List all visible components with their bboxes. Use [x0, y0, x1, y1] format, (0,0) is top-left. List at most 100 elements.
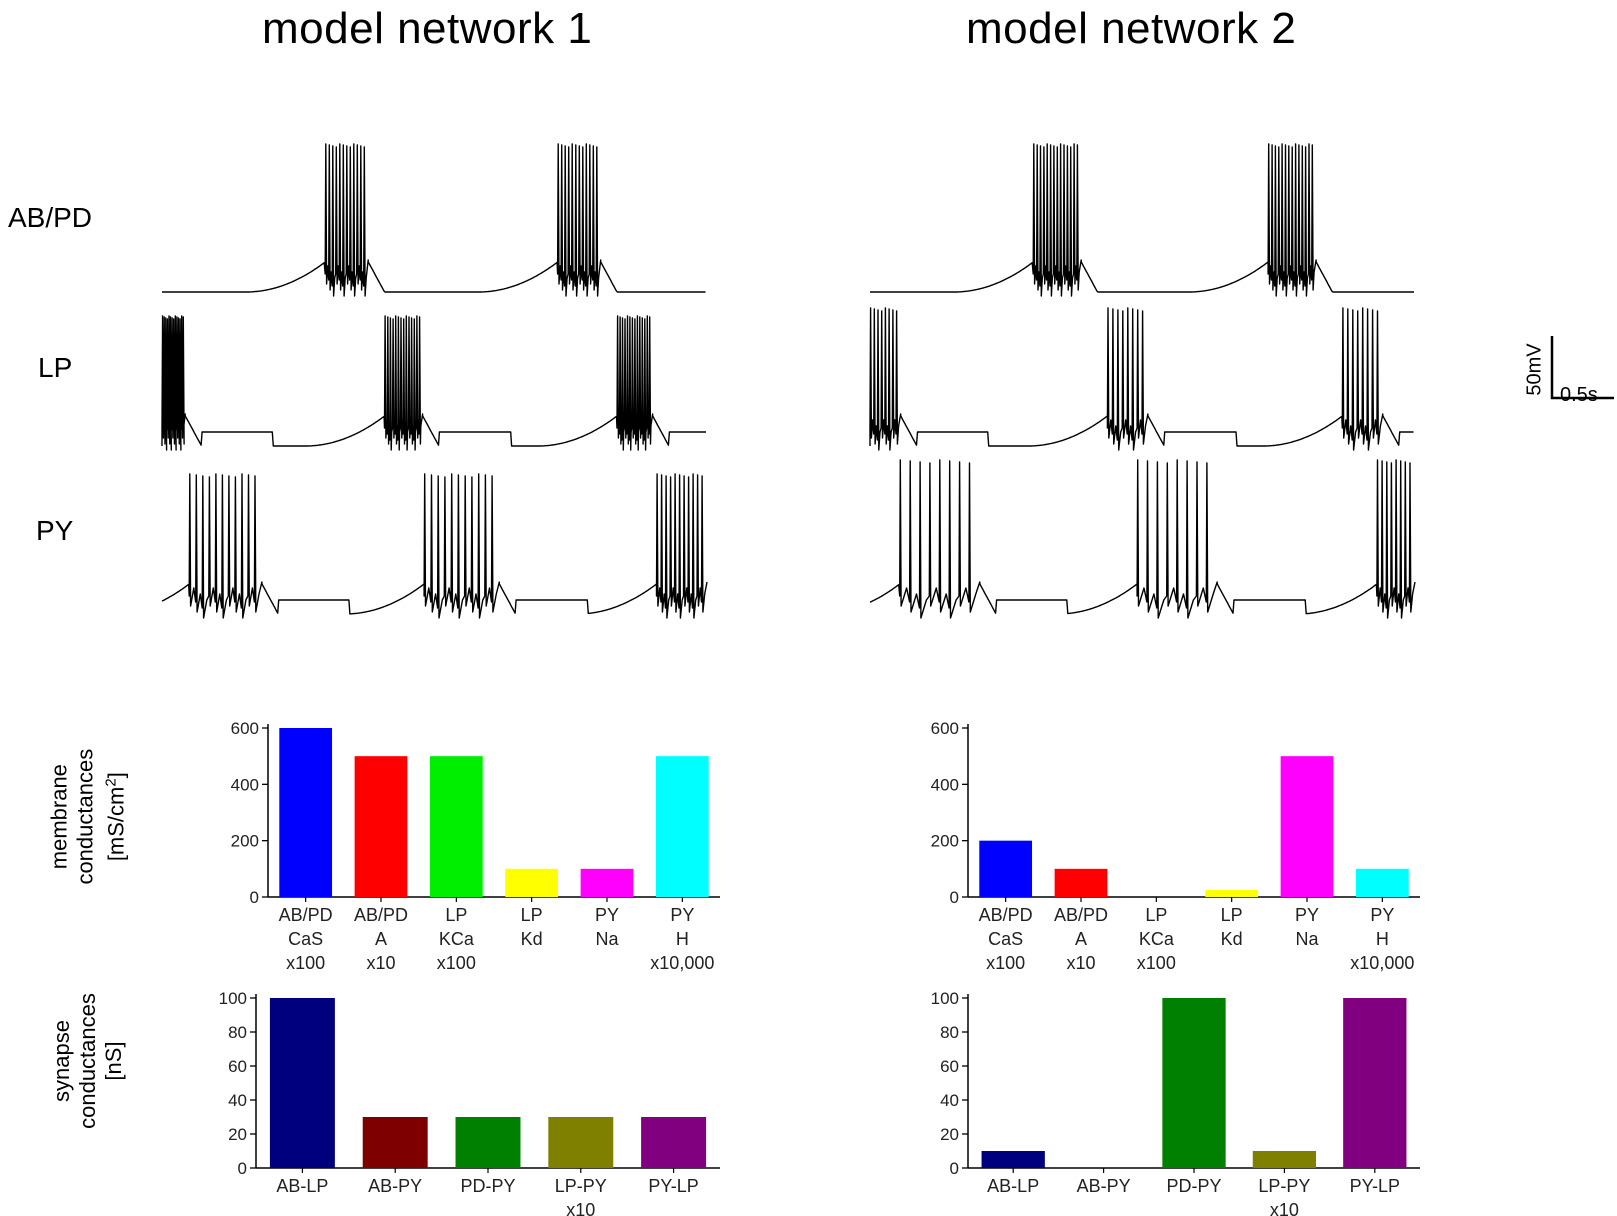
y-tick-label: 40 [940, 1091, 959, 1110]
category-label: AB-LP [276, 1176, 328, 1196]
y-tick-label: 80 [228, 1023, 247, 1042]
y-tick-label: 600 [931, 719, 959, 738]
category-label: Kd [521, 929, 543, 949]
bar-chart-3: 0 20 40 60 80 100 AB-LP AB-PY PD-PY LP-PY x10 PY-LP [931, 989, 1420, 1216]
bar-3 [548, 1117, 614, 1168]
trace-net2-abpd [870, 143, 1414, 297]
category-label: PY-LP [1350, 1176, 1400, 1196]
category-label: PY [595, 905, 619, 925]
y-tick-label: 80 [940, 1023, 959, 1042]
category-label: x100 [286, 953, 325, 973]
voltage-trace-path [869, 307, 1414, 451]
y-tick-label: 400 [931, 775, 959, 794]
category-label: x10,000 [1350, 953, 1414, 973]
y-tick-label: 600 [231, 719, 259, 738]
trace-net1-py [161, 473, 708, 619]
bar-chart-2: 0 20 40 60 80 100 AB-LP AB-PY PD-PY LP-PY x10 PY-LP [219, 989, 720, 1216]
category-label: LP [1221, 905, 1243, 925]
category-label: AB/PD [1054, 905, 1108, 925]
category-label: KCa [1139, 929, 1175, 949]
trace-net1-lp [161, 315, 706, 451]
bar-0 [279, 728, 333, 897]
y-tick-label: 0 [250, 888, 259, 907]
y-tick-label: 100 [931, 989, 959, 1008]
y-tick-label: 20 [940, 1125, 959, 1144]
bar-2 [429, 756, 483, 897]
category-label: x10,000 [650, 953, 714, 973]
y-tick-label: 200 [231, 832, 259, 851]
category-label: H [1376, 929, 1389, 949]
voltage-trace-path [870, 143, 1414, 297]
label-abpd: AB/PD [8, 202, 93, 233]
voltage-trace-path [162, 143, 706, 297]
category-label: H [676, 929, 689, 949]
bar-4 [580, 868, 634, 897]
category-label: x10 [566, 1200, 595, 1216]
category-label: AB-PY [1077, 1176, 1131, 1196]
category-label: Kd [1221, 929, 1243, 949]
bar-1 [362, 1117, 428, 1168]
category-label: PD-PY [460, 1176, 515, 1196]
category-label: LP-PY [1258, 1176, 1310, 1196]
y-tick-label: 0 [950, 888, 959, 907]
y-tick-label: 0 [950, 1159, 959, 1178]
voltage-trace-path [869, 459, 1416, 619]
category-label: Na [595, 929, 619, 949]
y-tick-label: 20 [228, 1125, 247, 1144]
y-tick-label: 40 [228, 1091, 247, 1110]
bar-4 [641, 1117, 707, 1168]
bar-5 [1355, 868, 1409, 897]
bar-1 [354, 756, 408, 897]
voltage-trace-path [161, 315, 706, 451]
title-network-1: model network 1 [262, 4, 593, 53]
label-py: PY [36, 515, 74, 546]
category-label: x100 [1137, 953, 1176, 973]
category-label: KCa [439, 929, 475, 949]
category-label: Na [1295, 929, 1319, 949]
bar-5 [655, 756, 709, 897]
y-tick-label: 400 [231, 775, 259, 794]
category-label: CaS [988, 929, 1023, 949]
trace-net2-py [869, 459, 1416, 619]
category-label: x100 [986, 953, 1025, 973]
category-label: LP [521, 905, 543, 925]
bar-2 [455, 1117, 521, 1168]
scale-time: 0.5s [1560, 384, 1598, 406]
y-tick-label: 60 [228, 1057, 247, 1076]
voltage-trace-path [161, 473, 708, 619]
title-network-2: model network 2 [966, 4, 1297, 53]
bar-3 [505, 868, 559, 897]
category-label: PY-LP [648, 1176, 698, 1196]
category-label: x100 [437, 953, 476, 973]
category-label: PY [1295, 905, 1319, 925]
category-label: x10 [1066, 953, 1095, 973]
bar-0 [269, 998, 335, 1168]
bar-2 [1162, 998, 1226, 1168]
category-label: LP [445, 905, 467, 925]
category-label: x10 [366, 953, 395, 973]
category-label: x10 [1270, 1200, 1299, 1216]
category-label: PY [670, 905, 694, 925]
bar-4 [1343, 998, 1407, 1168]
y-tick-label: 200 [931, 832, 959, 851]
bar-4 [1280, 756, 1334, 897]
trace-net2-lp [869, 307, 1414, 451]
category-label: PY [1370, 905, 1394, 925]
bar-3 [1205, 889, 1259, 897]
category-label: AB/PD [354, 905, 408, 925]
category-label: AB-PY [368, 1176, 422, 1196]
bar-1 [1054, 868, 1108, 897]
category-label: AB/PD [279, 905, 333, 925]
category-label: A [375, 929, 387, 949]
y-tick-label: 100 [219, 989, 247, 1008]
scale-bar [1550, 336, 1614, 400]
y-tick-label: 60 [940, 1057, 959, 1076]
category-label: AB/PD [979, 905, 1033, 925]
bar-3 [1252, 1151, 1317, 1168]
category-label: AB-LP [987, 1176, 1039, 1196]
bar-0 [981, 1151, 1045, 1168]
category-label: LP [1145, 905, 1167, 925]
label-lp: LP [38, 352, 73, 383]
